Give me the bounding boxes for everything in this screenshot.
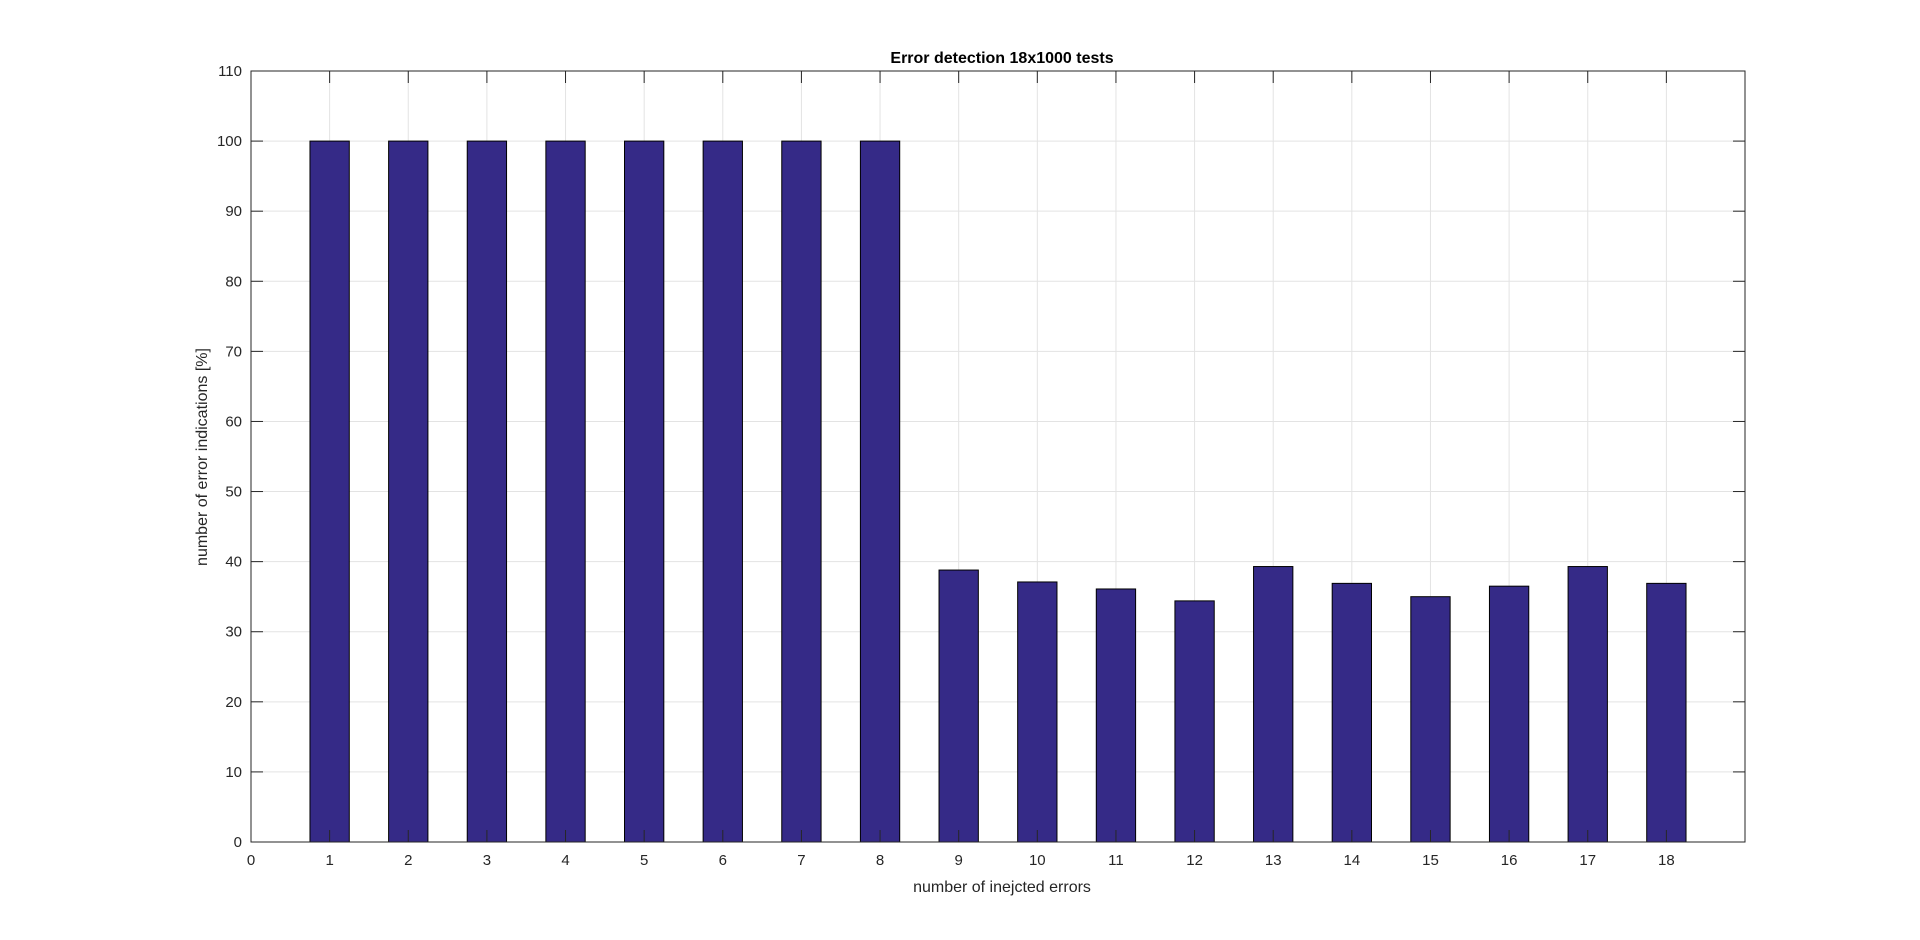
x-tick-label: 1	[325, 852, 333, 869]
tick-labels: 0 1 2 3 4 5 6 7 8 9 10 11 12 13 14 15 16 17 18010203040506…	[217, 63, 1675, 869]
y-tick-label: 10	[225, 764, 242, 781]
x-tick-label: 16	[1501, 852, 1518, 869]
y-tick-label: 50	[225, 484, 242, 501]
bar-5	[624, 140, 665, 843]
y-tick-label: 0	[234, 834, 242, 851]
y-tick-label: 40	[225, 554, 242, 571]
axes-box	[250, 70, 1746, 843]
x-tick-label: 9	[955, 852, 963, 869]
x-tick-label: 17	[1579, 852, 1596, 869]
x-tick-label: 11	[1108, 852, 1124, 869]
bar-10	[1017, 581, 1058, 843]
bar-13	[1253, 566, 1294, 843]
y-tick-label: 20	[225, 694, 242, 711]
x-tick-label: 14	[1343, 852, 1360, 869]
bar-14	[1331, 582, 1372, 843]
y-axis-label: number of error indications [%]	[194, 348, 211, 566]
x-tick-label: 2	[404, 852, 412, 869]
chart-title: Error detection 18x1000 tests	[890, 50, 1113, 67]
bar-9	[938, 569, 979, 843]
bar-15	[1410, 596, 1451, 843]
bar-16	[1488, 585, 1530, 843]
x-axis-label: number of inejcted errors	[913, 879, 1091, 896]
x-tick-label: 18	[1658, 852, 1675, 869]
x-tick-label: 15	[1422, 852, 1439, 869]
x-tick-label: 6	[719, 852, 727, 869]
x-tick-label: 4	[561, 852, 569, 869]
x-tick-label: 7	[797, 852, 805, 869]
bar-17	[1567, 566, 1608, 843]
y-tick-label: 30	[225, 624, 242, 641]
bar-8	[859, 140, 901, 843]
x-tick-label: 13	[1265, 852, 1282, 869]
x-tick-label: 8	[876, 852, 884, 869]
y-tick-label: 90	[225, 203, 242, 220]
x-tick-label: 3	[483, 852, 491, 869]
y-tick-label: 60	[225, 413, 242, 430]
bar-11	[1095, 588, 1137, 843]
y-tick-label: 100	[217, 133, 242, 150]
axes	[250, 70, 1746, 843]
x-tick-label: 0	[247, 852, 255, 869]
bar-6	[702, 140, 743, 843]
bar-7	[781, 140, 822, 843]
x-tick-label: 12	[1186, 852, 1203, 869]
bar-4	[545, 140, 586, 843]
y-tick-label: 70	[225, 343, 242, 360]
bars	[309, 140, 1687, 843]
y-tick-label: 80	[225, 273, 242, 290]
bar-3	[466, 140, 508, 843]
bar-18	[1646, 582, 1687, 843]
x-tick-label: 10	[1029, 852, 1046, 869]
y-tick-label: 110	[218, 63, 242, 80]
x-tick-label: 5	[640, 852, 648, 869]
bar-2	[388, 140, 429, 843]
bar-12	[1174, 600, 1215, 843]
bar-1	[309, 140, 350, 843]
